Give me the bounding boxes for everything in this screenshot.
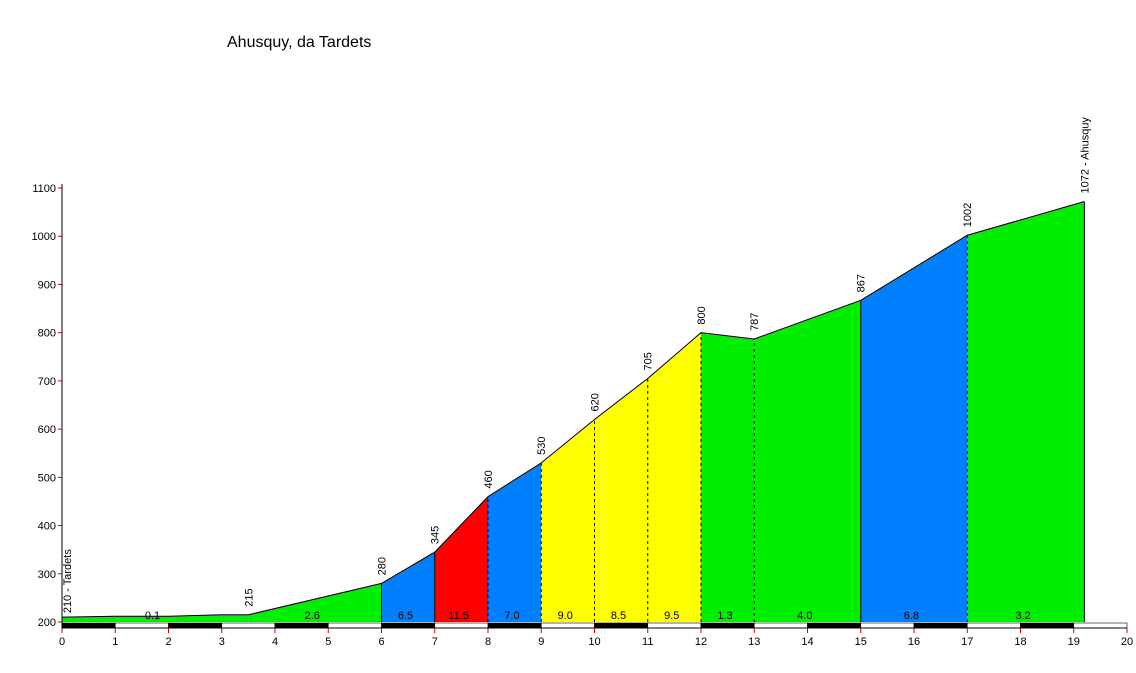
elevation-label-11: 1002 — [962, 203, 974, 227]
grade-label-10: 6.8 — [904, 610, 919, 622]
x-tick-label-14: 14 — [801, 636, 813, 648]
x-tick-label-15: 15 — [855, 636, 867, 648]
x-tick-label-10: 10 — [588, 636, 600, 648]
segment-area-10 — [860, 235, 968, 622]
elevation-label-6: 620 — [590, 393, 602, 411]
y-tick-label-1000: 1000 — [32, 231, 56, 243]
km-strip-cell-10 — [594, 622, 649, 629]
y-tick-label-400: 400 — [38, 521, 56, 533]
segment-area-4 — [488, 462, 542, 622]
x-tick-label-19: 19 — [1068, 636, 1080, 648]
x-tick-label-1: 1 — [112, 636, 118, 648]
segment-dividers — [381, 201, 1085, 622]
segment-area-6 — [594, 378, 648, 622]
elevation-label-8: 800 — [696, 306, 708, 324]
segment-area-7 — [647, 332, 701, 622]
y-tick-label-300: 300 — [38, 569, 56, 581]
segment-area-1 — [248, 583, 382, 622]
y-tick-label-600: 600 — [38, 424, 56, 436]
elevation-label-7: 705 — [643, 352, 655, 370]
x-tick-label-9: 9 — [538, 636, 544, 648]
grade-label-5: 9.0 — [558, 610, 573, 622]
km-strip-cell-14 — [807, 622, 862, 629]
km-strip-cell-13 — [753, 622, 808, 629]
elevation-label-3: 345 — [430, 526, 442, 544]
x-tick-label-2: 2 — [165, 636, 171, 648]
grade-label-3: 11.5 — [448, 610, 469, 622]
x-tick-label-17: 17 — [961, 636, 973, 648]
km-strip-cell-5 — [327, 622, 382, 629]
grade-label-11: 3.2 — [1016, 610, 1031, 622]
profile-areas — [62, 201, 1085, 622]
segment-area-3 — [434, 496, 488, 622]
elevation-label-10: 867 — [856, 274, 868, 292]
grade-labels: 0.1 2.6 6.5 11.5 7.0 9.0 8.5 9.5 1.3 4.0 6.8 3.2 — [145, 610, 1031, 622]
km-strip-cell-1 — [114, 622, 169, 629]
segment-area-9 — [754, 300, 861, 622]
grade-label-9: 4.0 — [797, 610, 812, 622]
x-tick-label-6: 6 — [378, 636, 384, 648]
x-tick-label-18: 18 — [1014, 636, 1026, 648]
km-strip-cell-19 — [1073, 622, 1128, 629]
km-strip-cell-17 — [966, 622, 1021, 629]
segment-area-11 — [967, 201, 1085, 622]
segment-area-2 — [381, 552, 435, 622]
y-tick-label-1100: 1100 — [32, 183, 56, 195]
elevation-labels: 210 - Tardets 215 280 345 460 530 620 705 800 787… — [62, 117, 1091, 614]
y-tick-label-500: 500 — [38, 472, 56, 484]
segment-area-5 — [541, 419, 595, 622]
x-tick-label-5: 5 — [325, 636, 331, 648]
km-strip-cell-4 — [274, 622, 329, 629]
km-strip-cell-2 — [168, 622, 223, 629]
grade-label-0: 0.1 — [145, 610, 160, 622]
grade-label-4: 7.0 — [504, 610, 519, 622]
km-strip-cell-11 — [647, 622, 702, 629]
elevation-label-2: 280 — [377, 557, 389, 575]
chart-title: Ahusquy, da Tardets — [227, 34, 372, 51]
y-tick-label-200: 200 — [38, 617, 56, 629]
elevation-label-1: 215 — [243, 588, 255, 606]
grade-label-8: 1.3 — [717, 610, 732, 622]
km-strip-cell-6 — [381, 622, 436, 629]
x-tick-label-16: 16 — [908, 636, 920, 648]
grade-label-7: 9.5 — [664, 610, 679, 622]
elevation-label-9: 787 — [749, 313, 761, 331]
y-tick-label-800: 800 — [38, 328, 56, 340]
x-tick-label-3: 3 — [219, 636, 225, 648]
grade-label-6: 8.5 — [611, 610, 626, 622]
km-strip-cell-8 — [487, 622, 542, 629]
km-strip-cell-16 — [913, 622, 968, 629]
km-strip-cell-15 — [860, 622, 915, 629]
y-tick-label-900: 900 — [38, 279, 56, 291]
profile-outline — [61, 201, 1085, 618]
x-tick-label-7: 7 — [432, 636, 438, 648]
y-tick-label-700: 700 — [38, 376, 56, 388]
segment-area-8 — [701, 332, 755, 622]
km-strip-cell-7 — [434, 622, 489, 629]
profile-line — [61, 201, 1085, 618]
km-strip-cell-0 — [61, 622, 116, 629]
elevation-label-0: 210 - Tardets — [62, 549, 74, 614]
km-strip-cell-9 — [540, 622, 595, 629]
km-strip — [61, 622, 1128, 629]
grade-label-1: 2.6 — [305, 610, 320, 622]
km-strip-cell-18 — [1020, 622, 1075, 629]
elevation-label-4: 460 — [483, 470, 495, 488]
x-tick-label-13: 13 — [748, 636, 760, 648]
elevation-label-12: 1072 - Ahusquy — [1079, 117, 1091, 194]
x-tick-label-0: 0 — [59, 636, 65, 648]
km-strip-cell-12 — [700, 622, 755, 629]
x-tick-label-8: 8 — [485, 636, 491, 648]
km-strip-cell-3 — [221, 622, 276, 629]
x-tick-label-20: 20 — [1121, 636, 1133, 648]
elevation-label-5: 530 — [536, 437, 548, 455]
grade-label-2: 6.5 — [398, 610, 413, 622]
x-tick-label-4: 4 — [272, 636, 278, 648]
x-tick-label-12: 12 — [695, 636, 707, 648]
x-tick-label-11: 11 — [642, 636, 653, 648]
